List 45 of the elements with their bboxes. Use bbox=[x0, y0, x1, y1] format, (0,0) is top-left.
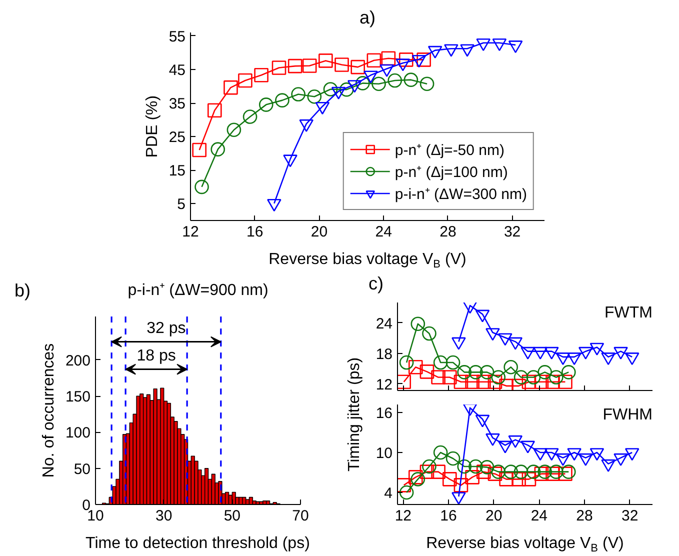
annotation: FWTM bbox=[604, 304, 653, 322]
legend-label: p-n⁺ (Δj=100 nm) bbox=[394, 163, 508, 181]
y-tick-label: 150 bbox=[65, 388, 91, 406]
x-tick-label: 32 bbox=[504, 224, 521, 240]
x-tick-label: 16 bbox=[440, 508, 457, 524]
y-tick-label: 16 bbox=[376, 405, 393, 422]
x-tick-label: 20 bbox=[310, 224, 328, 240]
y-tick-label: 10 bbox=[376, 445, 393, 462]
y-tick-label: 4 bbox=[384, 485, 392, 502]
x-tick-label: 28 bbox=[440, 224, 456, 240]
legend-label: p-n⁺ (Δj=-50 nm) bbox=[394, 141, 504, 159]
y-tick-label: 35 bbox=[168, 96, 186, 112]
y-tick-label: 24 bbox=[376, 315, 393, 332]
x-tick-label: 24 bbox=[530, 508, 548, 524]
y-tick-label: 50 bbox=[74, 460, 91, 478]
annotation: FWHM bbox=[602, 406, 653, 424]
x-tick-label: 70 bbox=[292, 508, 309, 524]
x-tick-label: 30 bbox=[155, 508, 172, 524]
y-tick-label: 55 bbox=[168, 28, 186, 46]
x-tick-label: 12 bbox=[394, 508, 412, 524]
x-tick-label: 50 bbox=[224, 508, 241, 524]
x-tick-label: 12 bbox=[182, 224, 199, 240]
x-tick-label: 16 bbox=[246, 224, 264, 240]
y-tick-label: 5 bbox=[177, 196, 186, 214]
text: b) bbox=[14, 280, 31, 300]
x-tick-label: 20 bbox=[485, 508, 502, 524]
y-tick-label: 45 bbox=[168, 62, 186, 79]
y-tick-label: 25 bbox=[168, 129, 186, 146]
y-tick-label: 100 bbox=[65, 424, 91, 442]
y-axis-title: No. of occurrences bbox=[40, 343, 58, 478]
legend-label: p-i-n⁺ (ΔW=300 nm) bbox=[394, 185, 527, 203]
y-tick-label: 15 bbox=[168, 162, 186, 180]
annotation: 18 ps bbox=[136, 347, 176, 364]
x-tick-label: 32 bbox=[621, 508, 638, 524]
annotation: 32 ps bbox=[146, 320, 186, 337]
chart-title: p-i-n⁺ (ΔW=900 nm) bbox=[128, 282, 268, 299]
y-axis-title: Timing jitter (ps) bbox=[346, 357, 363, 472]
x-tick-label: 28 bbox=[576, 508, 593, 524]
y-tick-label: 18 bbox=[376, 346, 393, 363]
chart-title: a) bbox=[360, 8, 376, 28]
y-tick-label: 200 bbox=[65, 352, 91, 370]
text: c) bbox=[368, 274, 384, 294]
x-axis-title: Time to detection threshold (ps) bbox=[86, 535, 310, 552]
y-axis-title: PDE (%) bbox=[144, 95, 161, 158]
y-tick-label: 12 bbox=[376, 376, 393, 394]
